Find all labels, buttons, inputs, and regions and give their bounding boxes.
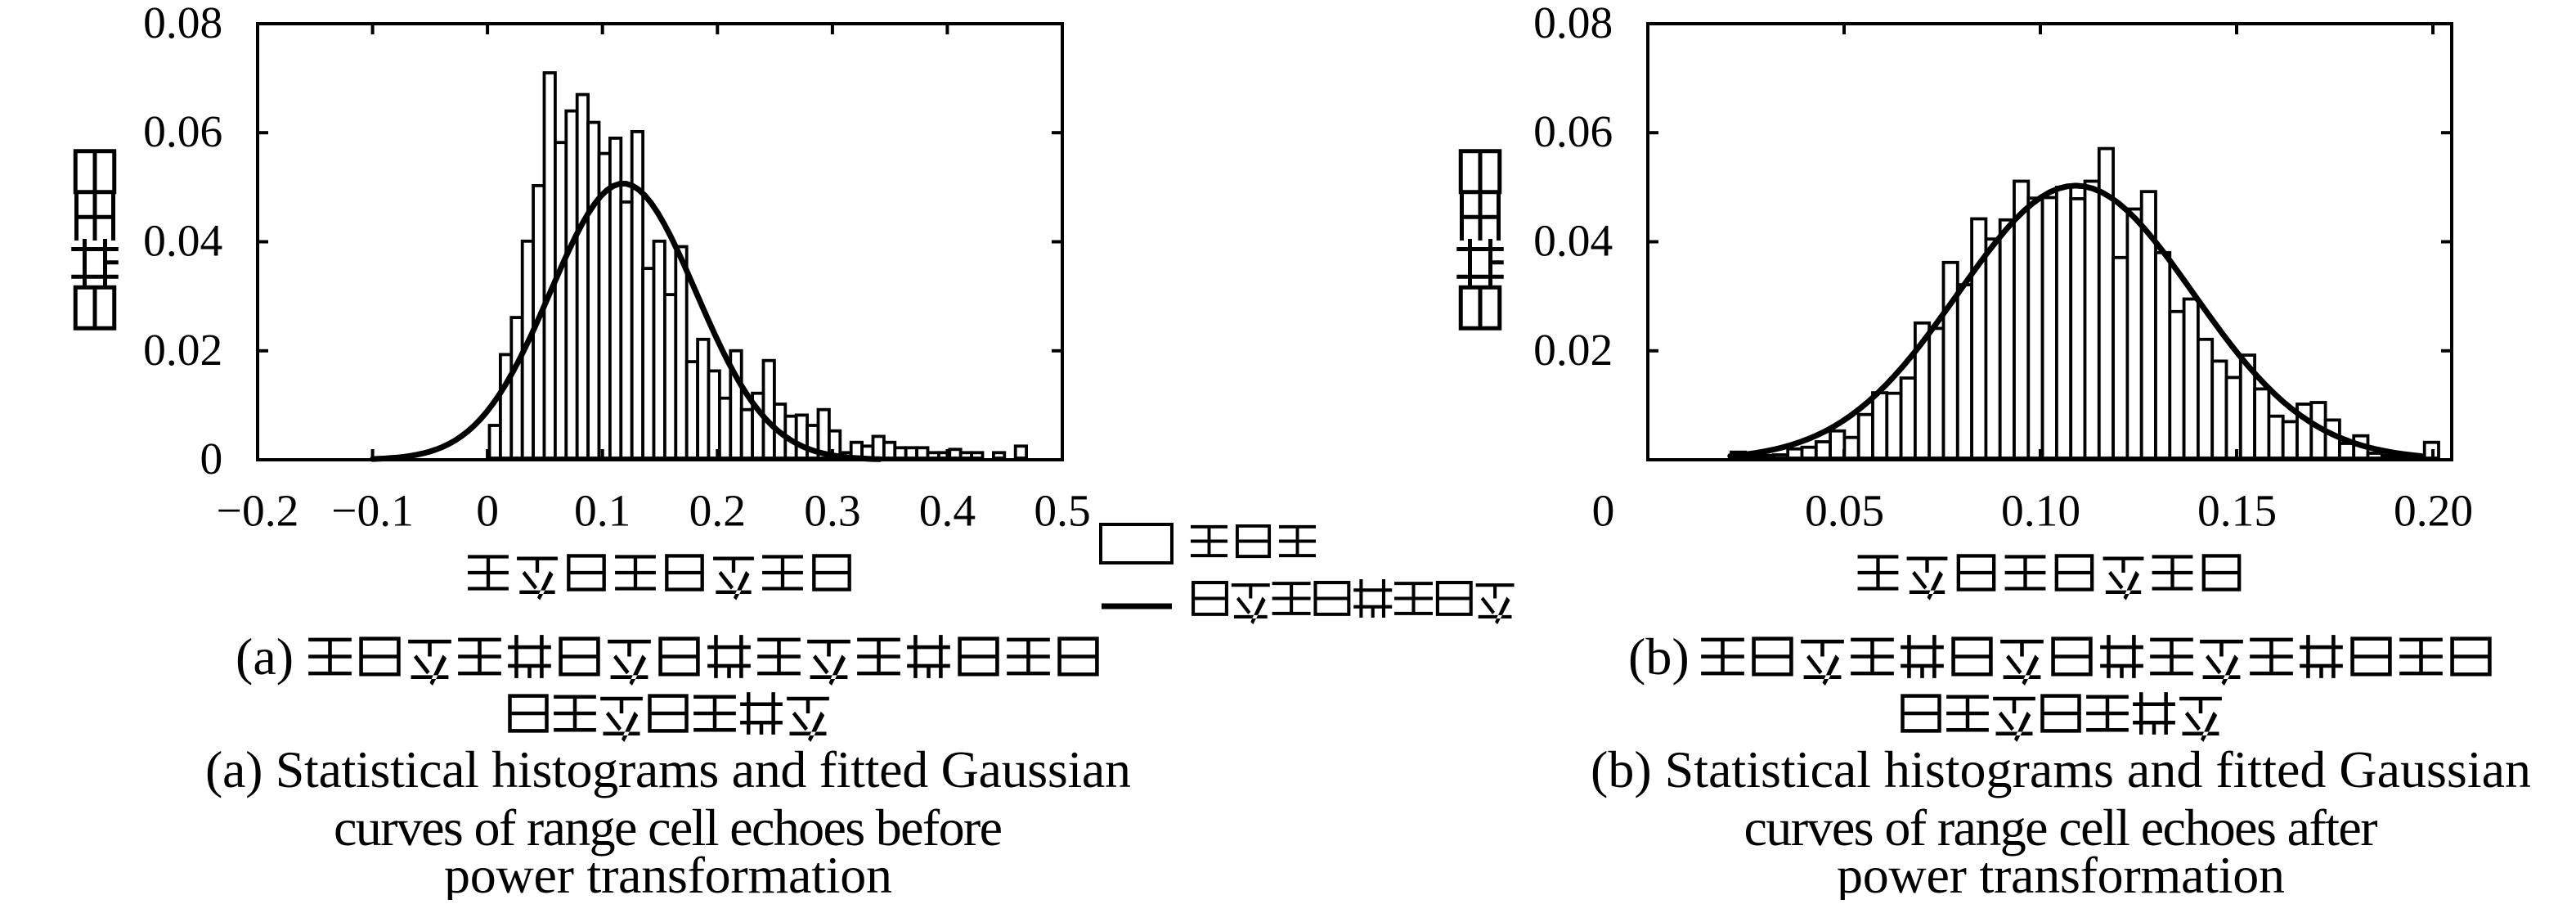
- svg-text:0.1: 0.1: [574, 487, 631, 537]
- svg-text:0.06: 0.06: [1533, 107, 1613, 157]
- svg-text:0.04: 0.04: [143, 217, 222, 267]
- svg-text:(b): (b): [1628, 627, 1703, 686]
- svg-text:0.04: 0.04: [1533, 217, 1613, 267]
- svg-text:0.02: 0.02: [143, 326, 222, 376]
- svg-text:0.20: 0.20: [2394, 487, 2473, 537]
- svg-text:0: 0: [1592, 487, 1615, 537]
- svg-text:0.15: 0.15: [2197, 487, 2277, 537]
- svg-text:0.5: 0.5: [1034, 487, 1090, 537]
- svg-text:0.08: 0.08: [1533, 0, 1613, 48]
- svg-text:curves of range cell echoes be: curves of range cell echoes before: [334, 798, 1003, 857]
- svg-text:0: 0: [200, 434, 222, 484]
- svg-text:0.08: 0.08: [143, 0, 222, 48]
- svg-text:−0.1: −0.1: [331, 487, 414, 537]
- svg-text:0: 0: [476, 487, 499, 537]
- svg-text:curves of range cell echoes af: curves of range cell echoes after: [1744, 798, 2378, 857]
- svg-text:(a): (a): [236, 627, 307, 686]
- svg-text:0.2: 0.2: [689, 487, 746, 537]
- svg-text:power transformation: power transformation: [1837, 846, 2285, 900]
- svg-text:0.02: 0.02: [1533, 326, 1613, 376]
- svg-text:(a) Statistical histograms and: (a) Statistical histograms and fitted Ga…: [205, 740, 1131, 798]
- svg-text:0.05: 0.05: [1805, 487, 1884, 537]
- svg-text:power transformation: power transformation: [444, 846, 892, 900]
- svg-text:0.4: 0.4: [919, 487, 976, 537]
- svg-text:0.3: 0.3: [804, 487, 860, 537]
- svg-text:0.06: 0.06: [143, 107, 222, 157]
- svg-text:0.10: 0.10: [2001, 487, 2080, 537]
- svg-text:−0.2: −0.2: [217, 487, 299, 537]
- svg-text:(b) Statistical histograms and: (b) Statistical histograms and fitted Ga…: [1591, 740, 2531, 798]
